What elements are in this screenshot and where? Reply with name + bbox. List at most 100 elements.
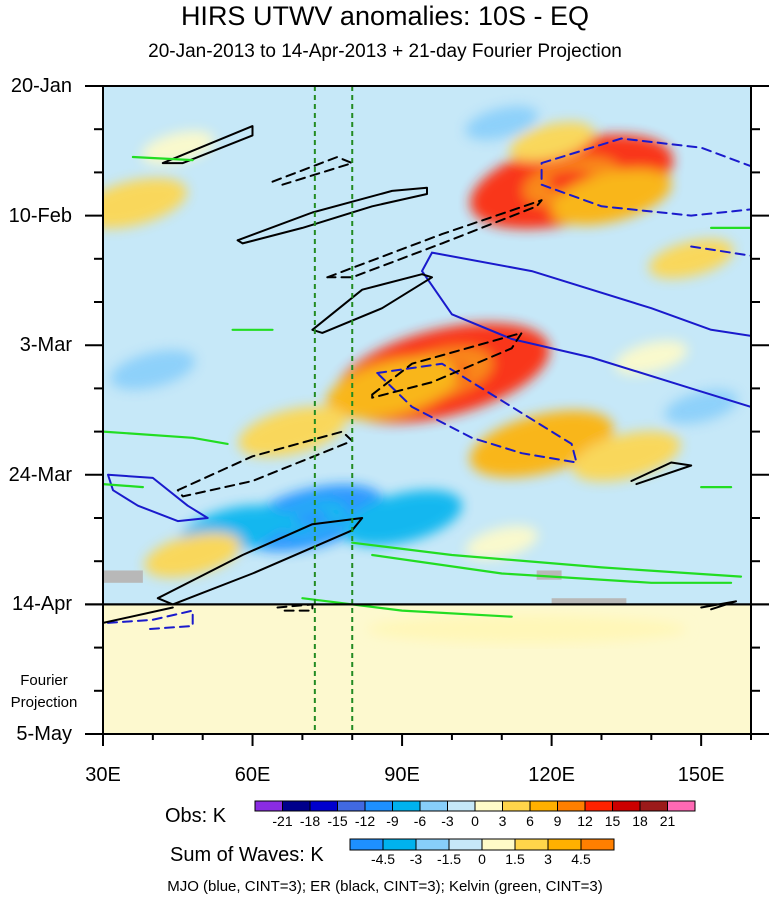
anomaly-cell [110,350,196,390]
colorbar-swatch [474,800,503,812]
chart-subtitle: 20-Jan-2013 to 14-Apr-2013 + 21-day Four… [148,41,622,62]
mjo-contour-dashed [107,609,194,631]
missing-data-patch [536,570,562,580]
anomaly-cell [572,431,681,482]
er-contour-solid [311,273,433,334]
y-tick-label: 5-May [16,723,72,745]
y-tick-label: 24-Mar [8,463,72,486]
colorbar-level-label: 3 [544,851,552,867]
colorbar-swatch [309,800,338,812]
colorbar-swatch [639,800,668,812]
colorbar-swatch [529,800,558,812]
projection-anomaly [366,615,687,644]
colorbar-level-label: 12 [577,813,593,829]
colorbar-level-label: -3 [409,851,423,867]
colorbar-swatch [557,800,586,812]
footer-legend: MJO (blue, CINT=3); ER (black, CINT=3); … [167,878,603,895]
colorbar-swatch [392,800,421,812]
colorbar-level-label: 21 [659,813,676,829]
colorbar-swatch [481,838,516,851]
anomaly-peak [524,435,560,453]
x-tick-label: 150E [677,764,725,786]
plot-frame [102,85,752,735]
er-contour-solid [161,125,254,165]
anomaly-cell [141,130,215,165]
er-contour-solid [236,186,428,245]
anomaly-cell [342,490,463,546]
colorbar-level-label: -6 [413,813,427,829]
projection-label: Fourier Projection [10,672,78,711]
kelvin-contour-solid [103,430,229,445]
colorbar-level-label: 18 [632,813,648,829]
er-contour-solid [103,606,174,624]
er-contour-dashed [371,331,523,399]
colorbar-level-label: -18 [299,813,321,829]
colorbar-level-label: -15 [327,813,348,829]
plot-area [103,86,751,734]
colorbar-level-label: 9 [553,813,562,829]
mjo-contour-dashed [690,245,751,257]
colorbar-swatch [337,800,366,812]
colorbar-level-label: -1.5 [436,851,462,867]
er-contour-dashed [276,603,314,612]
x-tick-label: 30E [85,764,121,786]
y-tick-label: 3-Mar [19,334,72,357]
kelvin-contour-solid [131,155,194,162]
mjo-contour-solid [421,251,751,408]
colorbar-level-label: 1.5 [505,851,525,867]
er-contour-solid [630,461,693,486]
colorbar-swatch [502,800,531,812]
missing-data-patch [103,570,143,583]
y-tick-label: 10-Feb [8,204,72,227]
colorbar-swatch [254,800,283,812]
x-tick-label: 60E [234,764,271,786]
er-contour-solid [156,517,364,606]
colorbar-level-label: -4.5 [370,851,396,867]
chart-title: HIRS UTWV anomalies: 10S - EQ [180,1,590,31]
colorbar-swatch [282,800,311,812]
mjo-contour-solid [107,473,209,523]
colorbar-swatch [447,800,476,812]
colorbar-level-label: 0 [471,813,479,829]
er-contour-solid [700,600,737,611]
y-tick-label: 14-Apr [11,593,72,616]
colorbar-swatch [364,800,393,812]
colorbar-swatch [667,800,696,812]
anomaly-cell [465,106,539,140]
colorbar-swatch [584,800,613,812]
obs-colorbar-title: Obs: K [165,805,227,827]
axes [85,85,769,746]
colorbar-swatch [448,838,483,851]
kelvin-contour-solid [371,553,733,584]
waves-colorbar-title: Sum of Waves: K [170,844,324,866]
colorbar-swatch [514,838,549,851]
colorbar-level-label: 0 [478,851,486,867]
colorbar-level-label: 15 [604,813,621,829]
colorbar-level-label: -3 [441,813,454,829]
colorbar-swatch [382,838,417,851]
kelvin-contour-solid [351,541,743,578]
colorbar-level-label: 3 [498,813,507,829]
anomaly-cell [144,532,241,578]
x-tick-label: 120E [528,764,575,786]
colorbar-swatch [349,838,384,851]
colorbar-swatch [415,838,450,851]
colorbar-level-label: 6 [526,813,534,829]
colorbar-swatch [580,838,615,851]
anomaly-cell [509,121,594,162]
er-contour-dashed [271,156,354,186]
kelvin-contour-solid [301,597,513,618]
colorbar-level-label: -21 [272,813,293,829]
colorbars [254,800,696,851]
mjo-contour-dashed [540,137,751,217]
mjo-contour-dashed [376,362,578,464]
anomaly-cell [664,390,738,424]
colorbar-level-label: -12 [354,813,376,829]
anomaly-cell [551,169,672,225]
anomaly-cell [614,340,688,375]
er-contour-dashed [326,199,543,279]
colorbar-level-label: -9 [386,813,399,829]
anomaly-cell [103,178,187,229]
x-tick-label: 90E [384,764,420,786]
